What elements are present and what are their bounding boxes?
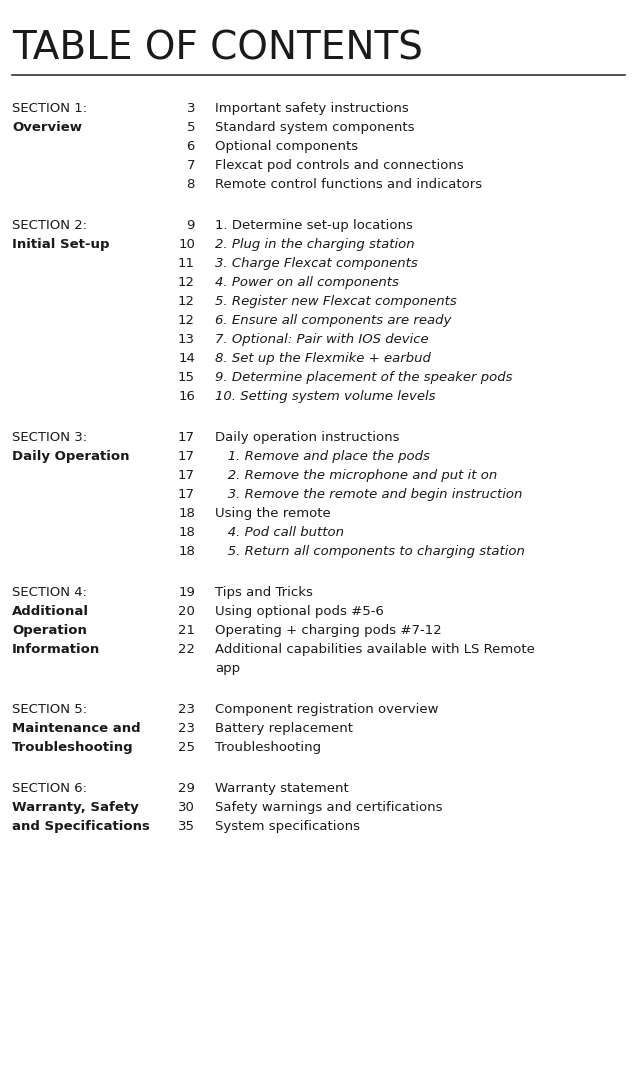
Text: 30: 30	[178, 801, 195, 814]
Text: Optional components: Optional components	[215, 141, 358, 154]
Text: Operation: Operation	[12, 624, 87, 637]
Text: 8: 8	[187, 178, 195, 191]
Text: Component registration overview: Component registration overview	[215, 703, 438, 716]
Text: 15: 15	[178, 371, 195, 384]
Text: 18: 18	[178, 545, 195, 558]
Text: 23: 23	[178, 722, 195, 735]
Text: 17: 17	[178, 450, 195, 463]
Text: 29: 29	[178, 782, 195, 795]
Text: 6: 6	[187, 141, 195, 154]
Text: 9. Determine placement of the speaker pods: 9. Determine placement of the speaker po…	[215, 371, 513, 384]
Text: Warranty, Safety: Warranty, Safety	[12, 801, 139, 814]
Text: SECTION 6:: SECTION 6:	[12, 782, 87, 795]
Text: 4. Power on all components: 4. Power on all components	[215, 276, 399, 289]
Text: Troubleshooting: Troubleshooting	[215, 740, 321, 755]
Text: 25: 25	[178, 740, 195, 755]
Text: 8. Set up the Flexmike + earbud: 8. Set up the Flexmike + earbud	[215, 352, 431, 365]
Text: 12: 12	[178, 313, 195, 326]
Text: SECTION 2:: SECTION 2:	[12, 219, 87, 232]
Text: 10. Setting system volume levels: 10. Setting system volume levels	[215, 390, 436, 403]
Text: 23: 23	[178, 703, 195, 716]
Text: 19: 19	[178, 586, 195, 599]
Text: 3. Remove the remote and begin instruction: 3. Remove the remote and begin instructi…	[215, 488, 522, 501]
Text: Overview: Overview	[12, 121, 82, 134]
Text: 17: 17	[178, 488, 195, 501]
Text: 12: 12	[178, 276, 195, 289]
Text: 1. Determine set-up locations: 1. Determine set-up locations	[215, 219, 413, 232]
Text: SECTION 1:: SECTION 1:	[12, 102, 87, 115]
Text: 22: 22	[178, 643, 195, 656]
Text: System specifications: System specifications	[215, 820, 360, 833]
Text: Operating + charging pods #7-12: Operating + charging pods #7-12	[215, 624, 441, 637]
Text: 7: 7	[187, 159, 195, 172]
Text: 9: 9	[187, 219, 195, 232]
Text: Additional capabilities available with LS Remote: Additional capabilities available with L…	[215, 643, 535, 656]
Text: 10: 10	[178, 238, 195, 251]
Text: 17: 17	[178, 469, 195, 482]
Text: 5. Register new Flexcat components: 5. Register new Flexcat components	[215, 295, 457, 308]
Text: 5: 5	[187, 121, 195, 134]
Text: Maintenance and: Maintenance and	[12, 722, 141, 735]
Text: Troubleshooting: Troubleshooting	[12, 740, 134, 755]
Text: Battery replacement: Battery replacement	[215, 722, 353, 735]
Text: Additional: Additional	[12, 605, 89, 618]
Text: Daily Operation: Daily Operation	[12, 450, 129, 463]
Text: Using optional pods #5-6: Using optional pods #5-6	[215, 605, 384, 618]
Text: 12: 12	[178, 295, 195, 308]
Text: 11: 11	[178, 257, 195, 270]
Text: 6. Ensure all components are ready: 6. Ensure all components are ready	[215, 313, 452, 326]
Text: and Specifications: and Specifications	[12, 820, 150, 833]
Text: Initial Set-up: Initial Set-up	[12, 238, 110, 251]
Text: SECTION 5:: SECTION 5:	[12, 703, 87, 716]
Text: 2. Remove the microphone and put it on: 2. Remove the microphone and put it on	[215, 469, 497, 482]
Text: Safety warnings and certifications: Safety warnings and certifications	[215, 801, 443, 814]
Text: SECTION 3:: SECTION 3:	[12, 431, 87, 444]
Text: 3. Charge Flexcat components: 3. Charge Flexcat components	[215, 257, 418, 270]
Text: 35: 35	[178, 820, 195, 833]
Text: Information: Information	[12, 643, 100, 656]
Text: Using the remote: Using the remote	[215, 507, 331, 520]
Text: 18: 18	[178, 526, 195, 539]
Text: 2. Plug in the charging station: 2. Plug in the charging station	[215, 238, 415, 251]
Text: 14: 14	[178, 352, 195, 365]
Text: Important safety instructions: Important safety instructions	[215, 102, 409, 115]
Text: 1. Remove and place the pods: 1. Remove and place the pods	[215, 450, 430, 463]
Text: Remote control functions and indicators: Remote control functions and indicators	[215, 178, 482, 191]
Text: Flexcat pod controls and connections: Flexcat pod controls and connections	[215, 159, 464, 172]
Text: 5. Return all components to charging station: 5. Return all components to charging sta…	[215, 545, 525, 558]
Text: 20: 20	[178, 605, 195, 618]
Text: Daily operation instructions: Daily operation instructions	[215, 431, 399, 444]
Text: 13: 13	[178, 333, 195, 346]
Text: 7. Optional: Pair with IOS device: 7. Optional: Pair with IOS device	[215, 333, 429, 346]
Text: app: app	[215, 662, 240, 675]
Text: 16: 16	[178, 390, 195, 403]
Text: Tips and Tricks: Tips and Tricks	[215, 586, 313, 599]
Text: 17: 17	[178, 431, 195, 444]
Text: 21: 21	[178, 624, 195, 637]
Text: 3: 3	[187, 102, 195, 115]
Text: TABLE OF CONTENTS: TABLE OF CONTENTS	[12, 30, 423, 68]
Text: Warranty statement: Warranty statement	[215, 782, 348, 795]
Text: Standard system components: Standard system components	[215, 121, 415, 134]
Text: SECTION 4:: SECTION 4:	[12, 586, 87, 599]
Text: 18: 18	[178, 507, 195, 520]
Text: 4. Pod call button: 4. Pod call button	[215, 526, 344, 539]
